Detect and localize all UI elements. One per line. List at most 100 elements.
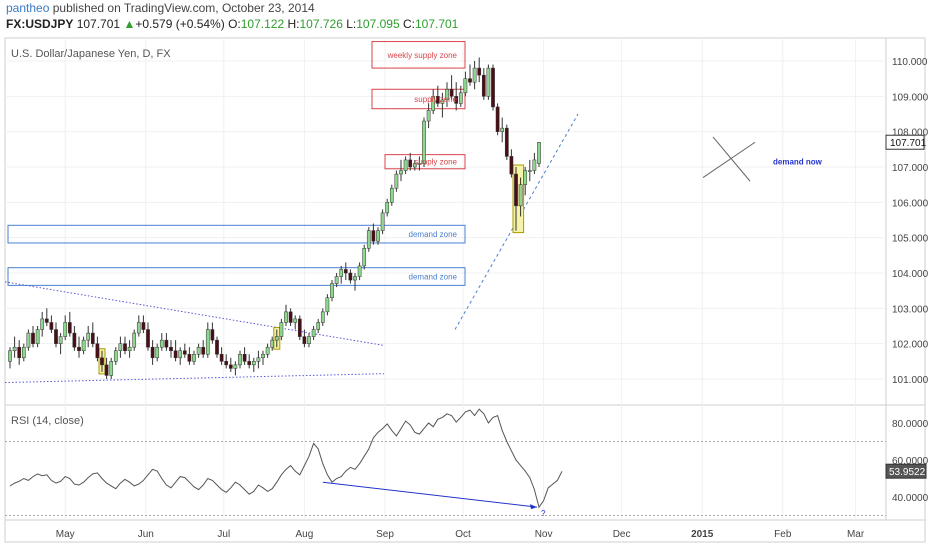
candle-body bbox=[412, 163, 417, 168]
candle-body bbox=[95, 343, 100, 359]
candle-body bbox=[40, 318, 45, 330]
candle-body bbox=[187, 354, 192, 362]
candle-body bbox=[445, 89, 449, 101]
month-tick-label: Jul bbox=[217, 529, 230, 540]
candle-body bbox=[210, 329, 215, 341]
price-tick-label: 108.000 bbox=[892, 128, 929, 139]
cross-out-mark bbox=[712, 136, 751, 182]
header: pantheo published on TradingView.com, Oc… bbox=[0, 0, 932, 36]
candle-body bbox=[173, 350, 178, 359]
candle-body bbox=[146, 329, 150, 348]
month-tick-label: Nov bbox=[535, 529, 553, 540]
candle-body bbox=[458, 92, 463, 104]
candle-body bbox=[509, 156, 514, 175]
candle-body bbox=[21, 346, 26, 359]
month-tick-label: Mar bbox=[847, 529, 865, 540]
candle-body bbox=[201, 346, 206, 355]
month-tick-label: Jun bbox=[138, 529, 154, 540]
candle-body bbox=[426, 110, 431, 122]
price-tick-label: 107.000 bbox=[892, 163, 929, 174]
candle-body bbox=[192, 354, 196, 362]
candle-body bbox=[454, 96, 459, 104]
candle-body bbox=[178, 350, 183, 359]
open-label: O: bbox=[228, 17, 241, 31]
candle-body bbox=[205, 329, 210, 355]
candle-body bbox=[472, 67, 477, 83]
price-tick-label: 105.000 bbox=[892, 234, 929, 245]
candle-body bbox=[44, 318, 49, 323]
rsi-pane-title: RSI (14, close) bbox=[11, 415, 84, 427]
price-tick-label: 101.000 bbox=[892, 375, 929, 386]
candle-body bbox=[380, 212, 385, 231]
symbol: FX:USDJPY bbox=[6, 17, 74, 31]
candle-body bbox=[293, 318, 298, 323]
candle-body bbox=[435, 96, 440, 104]
zone-box bbox=[7, 224, 466, 244]
candle-body bbox=[403, 159, 408, 171]
candle-body bbox=[417, 163, 422, 165]
high-value: 107.726 bbox=[299, 17, 343, 31]
publisher-line: pantheo published on TradingView.com, Oc… bbox=[6, 1, 315, 15]
candle-body bbox=[440, 99, 445, 104]
candle-body bbox=[228, 364, 233, 369]
demand-now-annotation: demand now bbox=[773, 158, 823, 167]
month-tick-label: May bbox=[56, 529, 75, 540]
candle-body bbox=[141, 322, 146, 330]
uptrend-line bbox=[454, 113, 579, 330]
up-arrow-icon: ▲ bbox=[123, 17, 136, 31]
candle-body bbox=[215, 339, 219, 355]
low-label: L: bbox=[346, 17, 357, 31]
candle-body bbox=[357, 265, 362, 277]
candle-body bbox=[104, 364, 109, 376]
candle-body bbox=[431, 96, 436, 111]
zone-box bbox=[371, 88, 466, 110]
zone-label: supply zone bbox=[414, 95, 457, 104]
candle-body bbox=[90, 332, 95, 344]
publisher-username[interactable]: pantheo bbox=[6, 1, 50, 15]
candle-body bbox=[58, 336, 63, 344]
candle-body bbox=[537, 142, 541, 164]
candle-body bbox=[77, 346, 81, 351]
candle-body bbox=[288, 311, 293, 323]
candle-body bbox=[422, 120, 426, 164]
candle-body bbox=[270, 339, 275, 348]
divergence-arrow bbox=[322, 481, 538, 508]
candle-body bbox=[113, 350, 118, 362]
candle-body bbox=[17, 346, 22, 359]
candle-body bbox=[343, 269, 348, 274]
candle-body bbox=[527, 170, 532, 172]
candle-body bbox=[155, 346, 160, 359]
candle-body bbox=[500, 127, 505, 132]
rsi-line bbox=[9, 408, 563, 509]
candle-body bbox=[123, 343, 127, 351]
candle-body bbox=[164, 339, 169, 348]
last-price: 107.701 bbox=[76, 17, 121, 31]
month-tick-label: 2015 bbox=[691, 529, 714, 540]
candle-body bbox=[72, 332, 77, 348]
open-value: 107.122 bbox=[240, 17, 285, 31]
month-tick-label: Dec bbox=[613, 529, 631, 540]
price-tick-label: 102.000 bbox=[892, 340, 929, 351]
price-tick-label: 110.000 bbox=[892, 57, 928, 68]
candle-body bbox=[274, 336, 279, 341]
candle-body bbox=[491, 67, 495, 108]
price-change: +0.579 (+0.54%) bbox=[135, 17, 225, 31]
candle-body bbox=[297, 318, 302, 337]
zone-label: demand zone bbox=[409, 230, 458, 239]
candle-body bbox=[233, 364, 238, 369]
candle-body bbox=[362, 248, 367, 267]
candle-body bbox=[371, 230, 376, 242]
candle-body bbox=[316, 322, 321, 330]
candle-body bbox=[169, 346, 173, 351]
last-price-label: 107.701 bbox=[890, 138, 927, 149]
zone-box bbox=[371, 41, 466, 69]
candle-body bbox=[118, 343, 123, 351]
candle-body bbox=[330, 283, 334, 298]
candle-body bbox=[348, 272, 353, 281]
price-tick-label: 103.000 bbox=[892, 304, 929, 315]
zone-box bbox=[7, 267, 466, 286]
close-label: C: bbox=[402, 17, 415, 31]
cross-out-mark bbox=[702, 141, 756, 179]
candle-body bbox=[224, 361, 229, 366]
